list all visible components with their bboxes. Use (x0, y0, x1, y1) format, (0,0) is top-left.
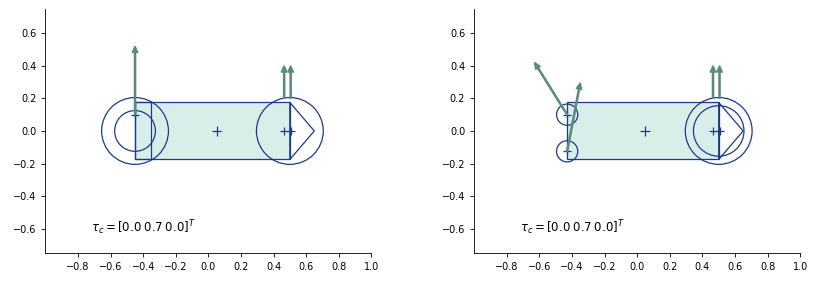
Text: $\tau_c = [0.0 \; 0.7 \; 0.0]^T$: $\tau_c = [0.0 \; 0.7 \; 0.0]^T$ (91, 218, 196, 237)
FancyArrow shape (710, 66, 716, 98)
FancyArrow shape (534, 63, 568, 115)
FancyArrow shape (288, 66, 293, 98)
FancyArrow shape (132, 46, 138, 115)
Bar (135, 102, 151, 159)
FancyArrow shape (567, 83, 582, 151)
Bar (567, 102, 719, 159)
Text: $\tau_c = [0.0 \; 0.7 \; 0.0]^T$: $\tau_c = [0.0 \; 0.7 \; 0.0]^T$ (520, 218, 625, 237)
FancyArrow shape (281, 66, 287, 98)
FancyArrow shape (717, 66, 722, 98)
Bar (135, 102, 290, 159)
